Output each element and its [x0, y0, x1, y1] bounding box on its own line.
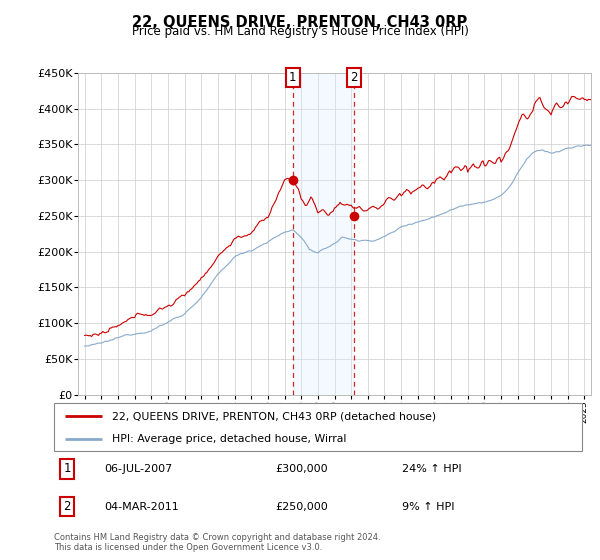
- Text: Price paid vs. HM Land Registry's House Price Index (HPI): Price paid vs. HM Land Registry's House …: [131, 25, 469, 38]
- Text: £250,000: £250,000: [276, 502, 329, 511]
- Text: Contains HM Land Registry data © Crown copyright and database right 2024.: Contains HM Land Registry data © Crown c…: [54, 533, 380, 542]
- Text: 06-JUL-2007: 06-JUL-2007: [104, 464, 172, 474]
- Text: £300,000: £300,000: [276, 464, 328, 474]
- FancyBboxPatch shape: [54, 403, 582, 451]
- Text: This data is licensed under the Open Government Licence v3.0.: This data is licensed under the Open Gov…: [54, 543, 322, 552]
- Text: 22, QUEENS DRIVE, PRENTON, CH43 0RP (detached house): 22, QUEENS DRIVE, PRENTON, CH43 0RP (det…: [112, 411, 436, 421]
- Text: 1: 1: [64, 462, 71, 475]
- Bar: [293, 73, 354, 395]
- Text: 2: 2: [64, 500, 71, 513]
- Text: 04-MAR-2011: 04-MAR-2011: [104, 502, 179, 511]
- Text: 1: 1: [289, 71, 296, 85]
- Text: 2: 2: [350, 71, 358, 85]
- Text: 9% ↑ HPI: 9% ↑ HPI: [403, 502, 455, 511]
- Text: 22, QUEENS DRIVE, PRENTON, CH43 0RP: 22, QUEENS DRIVE, PRENTON, CH43 0RP: [133, 15, 467, 30]
- Text: HPI: Average price, detached house, Wirral: HPI: Average price, detached house, Wirr…: [112, 434, 346, 444]
- Text: 24% ↑ HPI: 24% ↑ HPI: [403, 464, 462, 474]
